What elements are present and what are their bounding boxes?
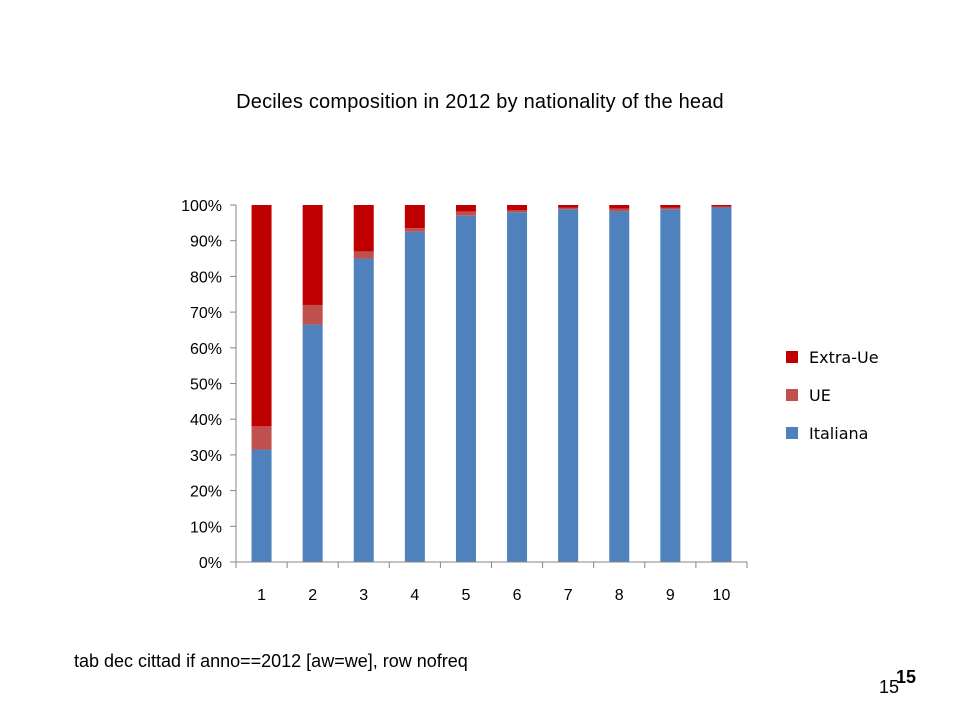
x-tick-label: 3 <box>359 587 368 604</box>
x-tick-label: 9 <box>666 587 675 604</box>
y-tick-label: 80% <box>190 269 222 286</box>
bar-segment-ue <box>404 228 425 232</box>
bar-segment-ue <box>711 206 732 208</box>
bar-segment-extra-ue <box>609 205 630 209</box>
bar-segment-italiana <box>609 211 630 562</box>
y-tick-label: 10% <box>190 519 222 536</box>
bar-segment-italiana <box>455 215 476 562</box>
x-tick-label: 6 <box>513 587 522 604</box>
bar-segment-extra-ue <box>660 205 681 208</box>
y-tick-label: 0% <box>199 555 222 572</box>
x-tick-label: 4 <box>410 587 419 604</box>
x-tick-label: 8 <box>615 587 624 604</box>
bar-segment-italiana <box>507 212 528 562</box>
bar-segment-italiana <box>302 324 323 562</box>
y-tick-label: 70% <box>190 305 222 322</box>
legend-label: Italiana <box>809 424 868 443</box>
y-tick-label: 60% <box>190 341 222 358</box>
bar-segment-extra-ue <box>711 205 732 207</box>
bar-segment-italiana <box>251 449 272 562</box>
footnote: tab dec cittad if anno==2012 [aw=we], ro… <box>74 651 468 671</box>
y-axis-ticks: 0% 10% 20% 30% 40% 50% 60% 70% 80% 90% 100% <box>181 198 236 572</box>
bar-segment-italiana <box>660 209 681 562</box>
bar-segment-extra-ue <box>302 205 323 305</box>
bar-segment-extra-ue <box>404 205 425 229</box>
bar-segment-ue <box>251 426 272 450</box>
bar-segment-extra-ue <box>507 205 528 211</box>
bar-groups <box>251 205 732 562</box>
bar-segment-ue <box>609 208 630 212</box>
bar-segment-ue <box>660 207 681 210</box>
x-tick-label: 2 <box>308 587 317 604</box>
y-tick-label: 90% <box>190 234 222 251</box>
legend-swatch <box>786 427 798 439</box>
bar-segment-extra-ue <box>558 205 579 208</box>
bar-segment-italiana <box>711 207 732 562</box>
legend: Extra-Ue UE Italiana <box>786 348 879 443</box>
page-number-bold: 15 <box>896 667 917 687</box>
bar-segment-italiana <box>558 209 579 562</box>
y-tick-label: 20% <box>190 484 222 501</box>
x-axis-ticks: 1 2 3 4 5 6 7 8 9 10 <box>235 562 748 604</box>
bar-segment-ue <box>353 251 374 259</box>
x-tick-label: 10 <box>713 587 731 604</box>
bar-segment-extra-ue <box>251 205 272 427</box>
bar-segment-ue <box>507 210 528 213</box>
y-tick-label: 50% <box>190 377 222 394</box>
legend-swatch <box>786 389 798 401</box>
y-tick-label: 30% <box>190 448 222 465</box>
legend-swatch <box>786 351 798 363</box>
bar-segment-ue <box>558 207 579 210</box>
bar-segment-italiana <box>353 258 374 562</box>
bar-segment-extra-ue <box>353 205 374 252</box>
page-number: 15 <box>879 677 900 697</box>
x-tick-label: 7 <box>564 587 573 604</box>
chart-title: Deciles composition in 2012 by nationali… <box>236 91 724 113</box>
bar-segment-italiana <box>404 231 425 562</box>
y-tick-label: 40% <box>190 412 222 429</box>
legend-label: Extra-Ue <box>809 348 879 367</box>
bar-segment-ue <box>302 304 323 325</box>
bar-segment-extra-ue <box>455 205 476 212</box>
legend-label: UE <box>809 386 831 405</box>
y-tick-label: 100% <box>181 198 222 215</box>
x-tick-label: 5 <box>461 587 470 604</box>
x-tick-label: 1 <box>257 587 266 604</box>
bar-segment-ue <box>455 211 476 216</box>
